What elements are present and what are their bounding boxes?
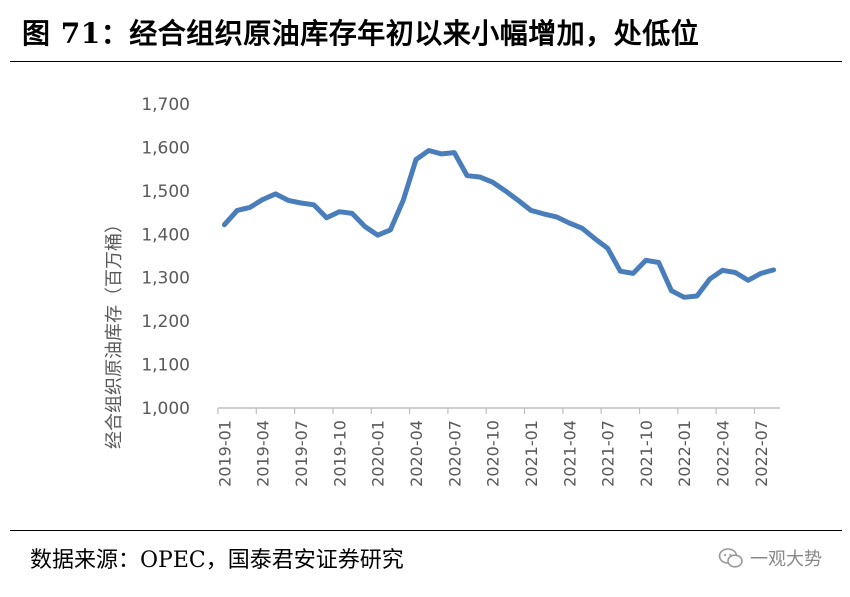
x-tick-label: 2020-04 (407, 420, 426, 487)
y-tick-label: 1,000 (141, 399, 190, 419)
y-tick-label: 1,400 (141, 225, 190, 245)
figure-title: 图 71：经合组织原油库存年初以来小幅增加，处低位 (22, 17, 700, 50)
x-tick-label: 2020-07 (445, 420, 464, 487)
y-tick-label: 1,600 (141, 138, 190, 158)
y-tick-label: 1,200 (141, 312, 190, 332)
y-axis-label: 经合组织原油库存（百万桶） (104, 215, 125, 449)
x-tick-label: 2022-04 (714, 420, 733, 487)
series-layer (221, 148, 777, 300)
x-tick-label: 2019-10 (330, 420, 349, 487)
x-tick-label: 2019-04 (254, 420, 273, 487)
title-divider (10, 61, 842, 62)
x-tick-label: 2020-10 (484, 420, 503, 487)
x-tick-label: 2022-01 (675, 420, 694, 487)
line-chart: 1,000 1,100 1,200 1,300 1,400 1,500 1,600 1,700… (104, 95, 780, 487)
x-tick-label: 2021-10 (637, 420, 656, 487)
source-note: 数据来源：OPEC，国泰君安证券研究 (30, 548, 404, 573)
x-tick-label: 2021-04 (560, 420, 579, 487)
x-axis: 2019-01 2019-04 2019-07 2019-10 2020-01 2020-… (215, 407, 780, 487)
x-tick-label: 2019-01 (215, 420, 234, 487)
x-tick-label: 2021-07 (599, 420, 618, 487)
y-tick-label: 1,300 (141, 269, 190, 289)
y-tick-label: 1,500 (141, 182, 190, 202)
watermark-label: 一观大势 (750, 549, 822, 570)
wechat-icon (718, 548, 743, 568)
watermark: 一观大势 (718, 545, 822, 571)
x-tick-label: 2021-01 (522, 420, 541, 487)
series-line (221, 148, 777, 300)
y-axis-ticks: 1,000 1,100 1,200 1,300 1,400 1,500 1,600 1,700 (141, 95, 190, 419)
x-tick-label: 2020-01 (369, 420, 388, 487)
x-tick-label: 2019-07 (292, 420, 311, 487)
x-tick-label: 2022-07 (752, 420, 771, 487)
footer-divider (10, 530, 842, 531)
y-tick-label: 1,100 (141, 356, 190, 376)
y-tick-label: 1,700 (141, 95, 190, 115)
